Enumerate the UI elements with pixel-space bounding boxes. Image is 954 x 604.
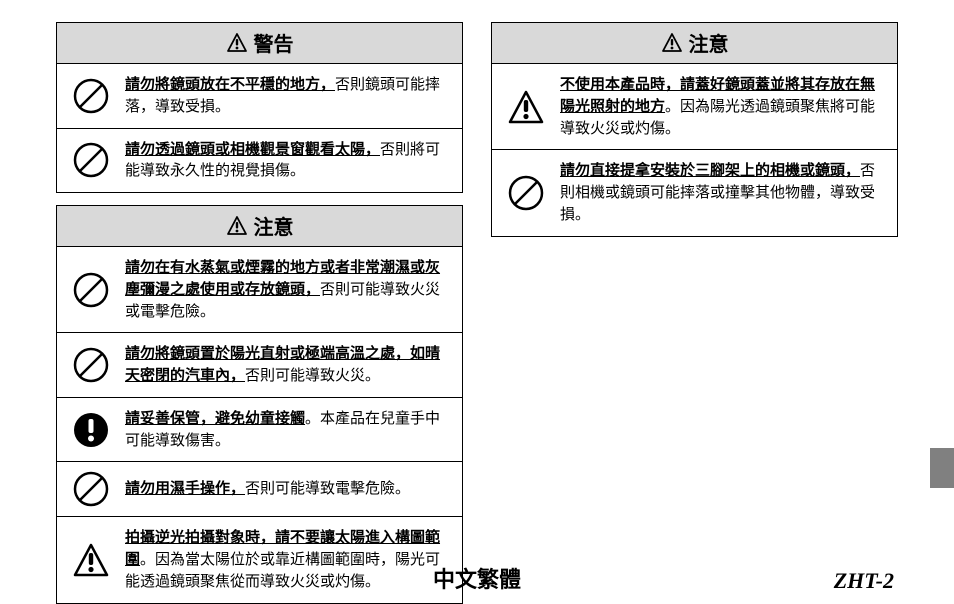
caution-text: 不使用本產品時，請蓋好鏡頭蓋並將其存放在無陽光照射的地方。因為陽光透過鏡頭聚焦將… [560, 64, 897, 149]
warning-box: 警告 請勿將鏡頭放在不平穩的地方，否則鏡頭可能摔落，導致受損。 請勿透過鏡頭或相… [56, 22, 463, 193]
caution-title: 注意 [254, 211, 294, 240]
caution-box-right: 注意 不使用本產品時，請蓋好鏡頭蓋並將其存放在無陽光照射的地方。因為陽光透過鏡頭… [491, 22, 898, 237]
warning-triangle-icon [226, 32, 248, 53]
warning-text: 請勿將鏡頭放在不平穩的地方，否則鏡頭可能摔落，導致受損。 [125, 64, 462, 128]
alert-icon [57, 403, 125, 457]
page-footer: 中文繁體 ZHT-2 [0, 562, 954, 594]
page-number: ZHT-2 [834, 568, 894, 594]
caution-text: 請勿直接提拿安裝於三腳架上的相機或鏡頭，否則相機或鏡頭可能摔落或撞擊其他物體，導… [560, 150, 897, 235]
caution-row: 請妥善保管，避免幼童接觸。本產品在兒童手中可能導致傷害。 [57, 398, 462, 463]
caution-row: 請勿用濕手操作，否則可能導致電擊危險。 [57, 462, 462, 517]
warning-row: 請勿透過鏡頭或相機觀景窗觀看太陽，否則將可能導致永久性的視覺損傷。 [57, 129, 462, 193]
caution-row: 請勿直接提拿安裝於三腳架上的相機或鏡頭，否則相機或鏡頭可能摔落或撞擊其他物體，導… [492, 150, 897, 235]
warning-triangle-icon [492, 81, 560, 133]
right-column: 注意 不使用本產品時，請蓋好鏡頭蓋並將其存放在無陽光照射的地方。因為陽光透過鏡頭… [491, 22, 898, 582]
prohibit-icon [57, 462, 125, 516]
warning-title: 警告 [254, 28, 294, 57]
prohibit-icon [492, 166, 560, 220]
caution-row: 不使用本產品時，請蓋好鏡頭蓋並將其存放在無陽光照射的地方。因為陽光透過鏡頭聚焦將… [492, 64, 897, 150]
edge-tab [930, 448, 954, 488]
caution-text: 請妥善保管，避免幼童接觸。本產品在兒童手中可能導致傷害。 [125, 398, 462, 462]
caution-row: 請勿將鏡頭置於陽光直射或極端高溫之處，如晴天密閉的汽車內，否則可能導致火災。 [57, 333, 462, 398]
prohibit-icon [57, 338, 125, 392]
warning-triangle-icon [661, 32, 683, 53]
caution-row: 請勿在有水蒸氣或煙霧的地方或者非常潮濕或灰塵彌漫之處使用或存放鏡頭，否則可能導致… [57, 247, 462, 333]
warning-row: 請勿將鏡頭放在不平穩的地方，否則鏡頭可能摔落，導致受損。 [57, 64, 462, 129]
warning-text: 請勿透過鏡頭或相機觀景窗觀看太陽，否則將可能導致永久性的視覺損傷。 [125, 129, 462, 193]
caution-text: 請勿將鏡頭置於陽光直射或極端高溫之處，如晴天密閉的汽車內，否則可能導致火災。 [125, 333, 462, 397]
caution-header: 注意 [492, 23, 897, 64]
caution-header: 注意 [57, 206, 462, 247]
warning-triangle-icon [226, 215, 248, 236]
page-content: 警告 請勿將鏡頭放在不平穩的地方，否則鏡頭可能摔落，導致受損。 請勿透過鏡頭或相… [56, 22, 898, 582]
prohibit-icon [57, 133, 125, 187]
caution-box-left: 注意 請勿在有水蒸氣或煙霧的地方或者非常潮濕或灰塵彌漫之處使用或存放鏡頭，否則可… [56, 205, 463, 604]
caution-title: 注意 [689, 28, 729, 57]
footer-language: 中文繁體 [433, 562, 521, 594]
prohibit-icon [57, 263, 125, 317]
caution-text: 請勿用濕手操作，否則可能導致電擊危險。 [125, 468, 462, 510]
prohibit-icon [57, 69, 125, 123]
caution-text: 請勿在有水蒸氣或煙霧的地方或者非常潮濕或灰塵彌漫之處使用或存放鏡頭，否則可能導致… [125, 247, 462, 332]
warning-header: 警告 [57, 23, 462, 64]
left-column: 警告 請勿將鏡頭放在不平穩的地方，否則鏡頭可能摔落，導致受損。 請勿透過鏡頭或相… [56, 22, 463, 582]
